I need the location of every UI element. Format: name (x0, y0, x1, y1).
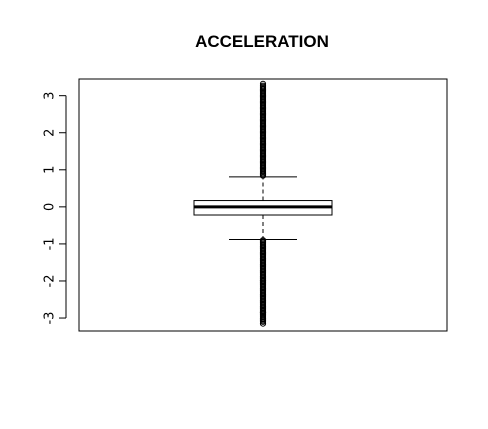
isolated-outliers (259, 80, 267, 327)
y-tick-label: 3 (43, 92, 58, 100)
plot-frame (78, 78, 448, 332)
outlier-point (259, 277, 267, 285)
y-tick-label: 2 (43, 129, 58, 137)
outlier-point (259, 320, 267, 327)
y-tick-label: 1 (43, 166, 58, 174)
y-axis: 3 2 1 0 -1 -2 -3 (43, 92, 67, 325)
y-tick-label: 0 (43, 203, 58, 211)
y-tick-label: -1 (43, 237, 58, 250)
outlier-point (259, 318, 267, 325)
outlier-point (259, 309, 267, 316)
upper-outliers (259, 82, 267, 179)
y-tick-label: -2 (43, 274, 58, 287)
box-plot (193, 80, 333, 327)
outlier-point (259, 172, 267, 179)
outlier-point (259, 80, 267, 87)
chart-title: ACCELERATION (195, 32, 329, 51)
y-tick-label: -3 (43, 312, 58, 325)
